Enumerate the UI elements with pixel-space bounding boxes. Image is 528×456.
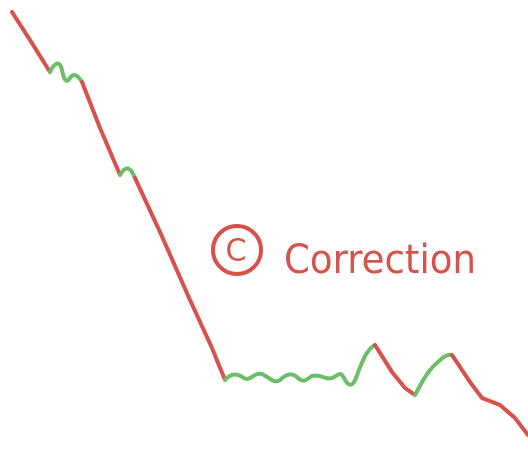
up-leg <box>48 61 84 84</box>
down-leg <box>373 343 417 397</box>
marker-label: C <box>226 234 247 269</box>
down-leg <box>80 80 122 177</box>
up-leg <box>118 166 137 180</box>
down-leg <box>133 176 227 382</box>
up-leg <box>413 352 454 397</box>
down-leg <box>450 353 528 437</box>
marker-circle <box>211 224 263 276</box>
down-leg <box>10 10 52 74</box>
annotation-label: Correction <box>284 237 476 283</box>
sideways-leg <box>223 343 377 387</box>
